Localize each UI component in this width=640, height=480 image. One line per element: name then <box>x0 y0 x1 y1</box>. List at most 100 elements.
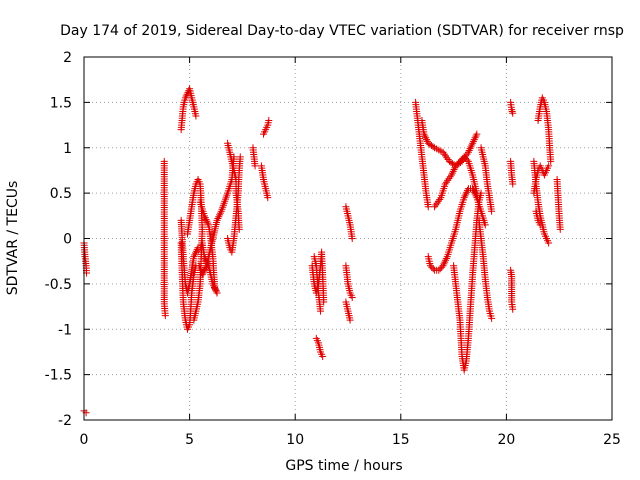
data-point <box>431 203 439 211</box>
data-point <box>192 112 200 120</box>
data-point <box>508 106 516 114</box>
data-point <box>422 134 430 142</box>
data-point <box>319 352 327 360</box>
data-point <box>444 176 452 184</box>
data-point <box>472 132 480 140</box>
data-point <box>204 219 212 227</box>
data-point <box>421 132 429 140</box>
data-point <box>545 162 553 170</box>
x-tick-labels: 0 5 10 15 20 25 <box>80 432 621 448</box>
data-point <box>442 152 450 160</box>
data-point <box>469 137 477 145</box>
data-point <box>469 185 477 193</box>
data-point <box>556 225 564 233</box>
data-point <box>190 253 198 261</box>
data-point <box>265 117 273 125</box>
data-point <box>201 214 209 222</box>
data-point <box>508 107 516 115</box>
data-point <box>464 186 472 194</box>
data-point <box>460 194 468 202</box>
data-point <box>469 186 477 194</box>
data-point <box>448 169 456 177</box>
data-point <box>348 235 356 242</box>
data-point <box>264 194 272 202</box>
data-point <box>471 190 479 198</box>
data-point <box>442 254 450 262</box>
data-point <box>348 293 356 301</box>
x-tick-label: 5 <box>185 432 194 448</box>
data-point <box>215 213 223 221</box>
data-point <box>433 199 441 207</box>
data-point <box>464 148 472 156</box>
data-point <box>203 217 211 225</box>
data-point <box>213 289 221 297</box>
data-point <box>201 265 209 273</box>
data-points <box>80 85 564 417</box>
data-point <box>509 180 517 188</box>
data-point <box>473 130 481 138</box>
data-point <box>346 316 354 324</box>
y-axis-title: SDTVAR / TECUs <box>5 181 21 296</box>
y-tick-label: -2 <box>58 413 72 429</box>
axis-ticks <box>83 56 613 421</box>
y-tick-label: 0.5 <box>50 186 72 202</box>
data-point <box>446 173 454 181</box>
data-point <box>447 171 455 179</box>
x-tick-label: 20 <box>497 432 515 448</box>
data-point <box>441 258 449 266</box>
data-point <box>488 207 496 215</box>
data-point <box>436 195 444 203</box>
grid-lines <box>84 57 612 420</box>
y-tick-label: 0 <box>63 232 72 248</box>
data-point <box>488 314 496 322</box>
data-point <box>469 139 477 147</box>
data-point <box>442 256 450 264</box>
data-point <box>461 192 469 200</box>
data-point <box>200 212 208 220</box>
data-point <box>509 109 517 117</box>
data-point <box>468 141 476 149</box>
data-point <box>181 94 189 102</box>
data-point <box>214 215 222 223</box>
data-point <box>429 143 437 151</box>
y-tick-label: -1 <box>58 322 72 338</box>
data-point <box>462 190 470 198</box>
data-point <box>432 201 440 209</box>
data-point <box>471 134 479 142</box>
data-point <box>429 265 437 273</box>
data-point <box>445 175 453 183</box>
data-point <box>443 154 451 162</box>
data-point <box>191 251 199 259</box>
y-tick-labels: -2 -1.5 -1 -0.5 0 0.5 1 1.5 2 <box>45 50 72 429</box>
data-point <box>202 215 210 223</box>
data-point <box>450 166 458 174</box>
data-point <box>161 312 169 320</box>
data-point <box>190 316 198 324</box>
data-point <box>203 258 211 266</box>
data-point <box>439 148 447 156</box>
data-point <box>192 249 200 257</box>
data-point <box>192 247 200 255</box>
x-tick-label: 25 <box>603 432 621 448</box>
data-point <box>424 203 432 211</box>
data-point <box>444 156 452 164</box>
data-point <box>439 262 447 270</box>
data-point <box>216 209 224 217</box>
data-point <box>236 153 244 161</box>
data-point <box>317 307 325 315</box>
data-point <box>470 188 478 196</box>
data-point <box>465 146 473 154</box>
data-point <box>463 188 471 196</box>
data-point <box>213 216 221 224</box>
data-point <box>183 90 191 98</box>
x-tick-label: 15 <box>392 432 410 448</box>
data-point <box>420 130 428 138</box>
data-point <box>536 221 544 229</box>
data-point <box>251 162 259 170</box>
y-tick-label: 1.5 <box>50 95 72 111</box>
x-tick-label: 0 <box>80 432 89 448</box>
data-point <box>441 180 449 188</box>
y-tick-label: 2 <box>63 50 72 66</box>
